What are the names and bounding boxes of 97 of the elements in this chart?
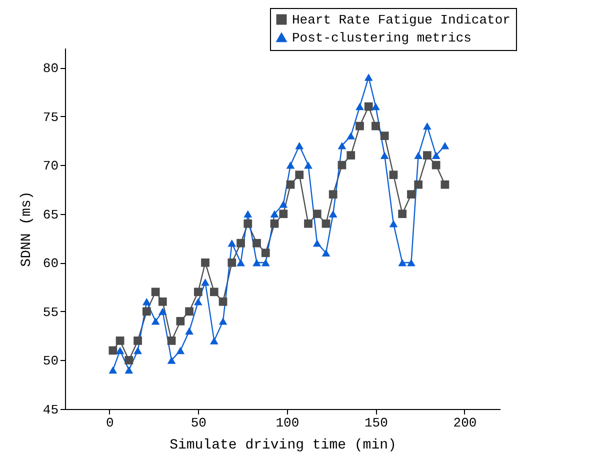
- point: [201, 258, 210, 267]
- point: [108, 346, 118, 355]
- point: [244, 219, 252, 228]
- point: [398, 259, 407, 266]
- point: [124, 356, 134, 364]
- point: [185, 307, 194, 316]
- point: [389, 220, 398, 228]
- point: [338, 142, 346, 150]
- point: [364, 102, 373, 111]
- point: [364, 74, 373, 81]
- y-tick-label: 65: [42, 207, 58, 222]
- point: [432, 152, 440, 159]
- point: [142, 298, 151, 306]
- point: [228, 258, 236, 267]
- point: [134, 346, 142, 354]
- point: [312, 210, 322, 218]
- point: [407, 190, 416, 199]
- point: [252, 259, 261, 266]
- y-tick-label: 55: [42, 304, 58, 320]
- point: [236, 238, 245, 248]
- point: [346, 151, 356, 160]
- point: [389, 170, 398, 180]
- x-tick-label: 150: [364, 416, 388, 430]
- point: [151, 288, 160, 296]
- point: [356, 102, 364, 110]
- point: [270, 219, 279, 228]
- point: [423, 151, 432, 160]
- point: [286, 180, 295, 189]
- point: [414, 180, 423, 189]
- point: [236, 259, 245, 266]
- point: [440, 142, 450, 150]
- point: [322, 219, 330, 228]
- point: [338, 160, 346, 170]
- point: [167, 336, 176, 345]
- point: [286, 161, 295, 169]
- point: [261, 259, 270, 266]
- point: [295, 170, 304, 180]
- legend-label: Post-clustering metrics: [292, 30, 472, 46]
- point: [279, 210, 288, 218]
- point: [372, 102, 380, 110]
- y-tick-label: 70: [42, 158, 58, 174]
- point: [380, 132, 389, 140]
- point: [228, 240, 236, 247]
- x-tick-label: 50: [190, 416, 206, 430]
- point: [414, 152, 423, 159]
- point: [398, 210, 407, 218]
- point: [218, 318, 228, 325]
- point: [158, 297, 167, 306]
- point: [194, 288, 202, 296]
- point: [372, 122, 380, 130]
- point: [167, 356, 176, 364]
- point: [328, 190, 338, 199]
- point: [304, 219, 312, 228]
- point: [252, 238, 261, 248]
- point: [356, 122, 364, 130]
- point: [185, 327, 194, 335]
- y-tick-label: 60: [42, 256, 58, 272]
- x-tick-label: 100: [276, 416, 300, 430]
- point: [116, 336, 124, 345]
- y-tick-label: 80: [42, 61, 58, 76]
- point: [134, 336, 142, 345]
- point: [244, 210, 252, 218]
- point: [201, 278, 210, 286]
- point: [108, 366, 118, 374]
- point: [151, 318, 160, 325]
- y-tick-label: 50: [42, 354, 58, 369]
- point: [194, 298, 202, 306]
- point: [218, 297, 228, 306]
- point: [124, 366, 134, 374]
- point: [312, 240, 322, 247]
- point: [440, 180, 450, 189]
- point: [261, 248, 270, 258]
- point: [158, 308, 167, 316]
- x-tick-label: 0: [106, 416, 114, 430]
- point: [328, 210, 338, 218]
- point: [270, 210, 279, 218]
- point: [210, 288, 218, 296]
- point: [176, 317, 185, 326]
- point: [380, 152, 389, 159]
- point: [116, 346, 124, 354]
- x-axis-title: Simulate driving time (min): [170, 438, 396, 454]
- point: [142, 307, 151, 316]
- point: [346, 132, 356, 140]
- y-tick-label: 75: [42, 110, 58, 125]
- point: [295, 142, 304, 150]
- point: [322, 249, 330, 257]
- point: [432, 160, 440, 170]
- point: [279, 200, 288, 208]
- point: [407, 259, 416, 266]
- x-tick-label: 200: [453, 416, 477, 430]
- point: [423, 122, 432, 130]
- y-tick-label: 45: [42, 402, 58, 418]
- legend-label: Heart Rate Fatigue Indicator: [292, 12, 510, 28]
- point: [304, 161, 312, 169]
- point: [210, 337, 218, 344]
- point: [176, 346, 185, 354]
- y-axis-title: SDNN (ms): [18, 191, 35, 267]
